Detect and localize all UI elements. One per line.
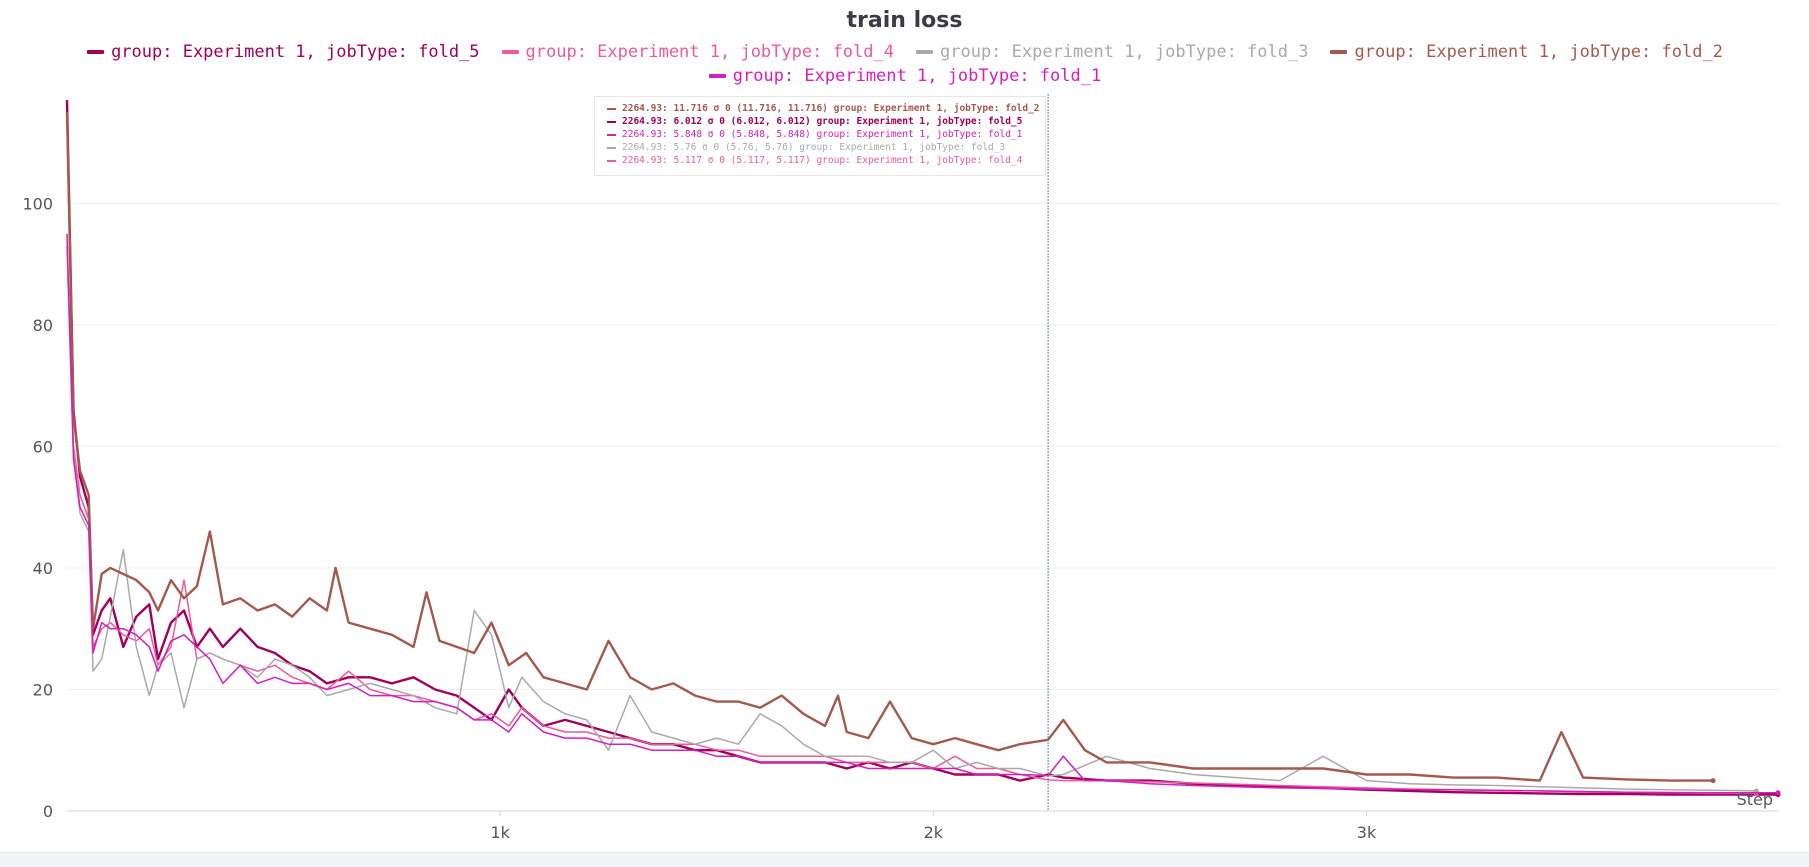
- legend-swatch: [501, 50, 519, 54]
- tooltip-text: 2264.93: 11.716 σ 0 (11.716, 11.716) gro…: [622, 103, 1040, 114]
- series-end-point: [1775, 790, 1781, 796]
- x-axis-label: Step: [1737, 790, 1773, 809]
- legend-item[interactable]: group: Experiment 1, jobType: fold_3: [916, 42, 1308, 62]
- tooltip-swatch: [607, 120, 616, 123]
- y-tick-label: 40: [33, 559, 53, 578]
- axes: 0 20 40 60 80 100 1k 2k 3k: [22, 194, 1778, 842]
- series-lines: [65, 100, 1781, 798]
- tooltip-row: 2264.93: 5.76 σ 0 (5.76, 5.76) group: Ex…: [607, 141, 1045, 154]
- tooltip-swatch: [607, 159, 616, 162]
- x-tick-label: 2k: [924, 823, 944, 842]
- legend-label: group: Experiment 1, jobType: fold_3: [940, 42, 1309, 62]
- y-tick-label: 60: [33, 437, 53, 456]
- tooltip-text: 2264.93: 5.848 σ 0 (5.848, 5.848) group:…: [622, 129, 1023, 140]
- tooltip-swatch: [607, 107, 616, 110]
- series-line[interactable]: [65, 100, 1778, 796]
- hover-tooltip: 2264.93: 11.716 σ 0 (11.716, 11.716) gro…: [594, 96, 1046, 176]
- tooltip-text: 2264.93: 5.117 σ 0 (5.117, 5.117) group:…: [622, 155, 1023, 166]
- chart-title: train loss: [846, 8, 963, 33]
- legend-swatch: [1330, 50, 1348, 54]
- tooltip-text: 2264.93: 5.76 σ 0 (5.76, 5.76) group: Ex…: [622, 142, 1006, 153]
- x-tick-label: 1k: [490, 823, 510, 842]
- series-line[interactable]: [66, 251, 1757, 792]
- tooltip-row: 2264.93: 6.012 σ 0 (6.012, 6.012) group:…: [607, 115, 1045, 128]
- legend-swatch: [87, 50, 105, 54]
- y-tick-label: 0: [43, 802, 53, 821]
- legend-swatch: [708, 74, 726, 78]
- legend-item[interactable]: group: Experiment 1, jobType: fold_1: [708, 66, 1102, 86]
- tooltip-row: 2264.93: 5.848 σ 0 (5.848, 5.848) group:…: [607, 128, 1045, 141]
- series-line[interactable]: [65, 112, 1713, 782]
- legend-item[interactable]: group: Experiment 1, jobType: fold_2: [1330, 42, 1723, 62]
- legend-item[interactable]: group: Experiment 1, jobType: fold_5: [87, 42, 480, 62]
- tooltip-swatch: [607, 133, 616, 136]
- y-tick-label: 20: [33, 680, 53, 699]
- tooltip-text: 2264.93: 6.012 σ 0 (6.012, 6.012) group:…: [622, 116, 1023, 127]
- legend-label: group: Experiment 1, jobType: fold_4: [525, 42, 894, 62]
- y-tick-label: 100: [22, 194, 53, 213]
- x-tick-label: 3k: [1357, 823, 1377, 842]
- tooltip-swatch: [607, 146, 616, 149]
- legend-label: group: Experiment 1, jobType: fold_1: [732, 66, 1102, 86]
- tooltip-row: 2264.93: 11.716 σ 0 (11.716, 11.716) gro…: [607, 102, 1045, 115]
- y-tick-label: 80: [33, 316, 53, 335]
- grid-lines: [67, 202, 1778, 690]
- series-line[interactable]: [66, 245, 1757, 795]
- series-line[interactable]: [66, 233, 1778, 794]
- legend-label: group: Experiment 1, jobType: fold_2: [1354, 42, 1723, 62]
- footer-bar: [0, 852, 1809, 867]
- legend-item[interactable]: group: Experiment 1, jobType: fold_4: [501, 42, 894, 62]
- legend-label: group: Experiment 1, jobType: fold_5: [111, 42, 480, 62]
- series-end-point: [1710, 778, 1716, 784]
- legend-swatch: [916, 50, 933, 54]
- tooltip-row: 2264.93: 5.117 σ 0 (5.117, 5.117) group:…: [607, 154, 1045, 167]
